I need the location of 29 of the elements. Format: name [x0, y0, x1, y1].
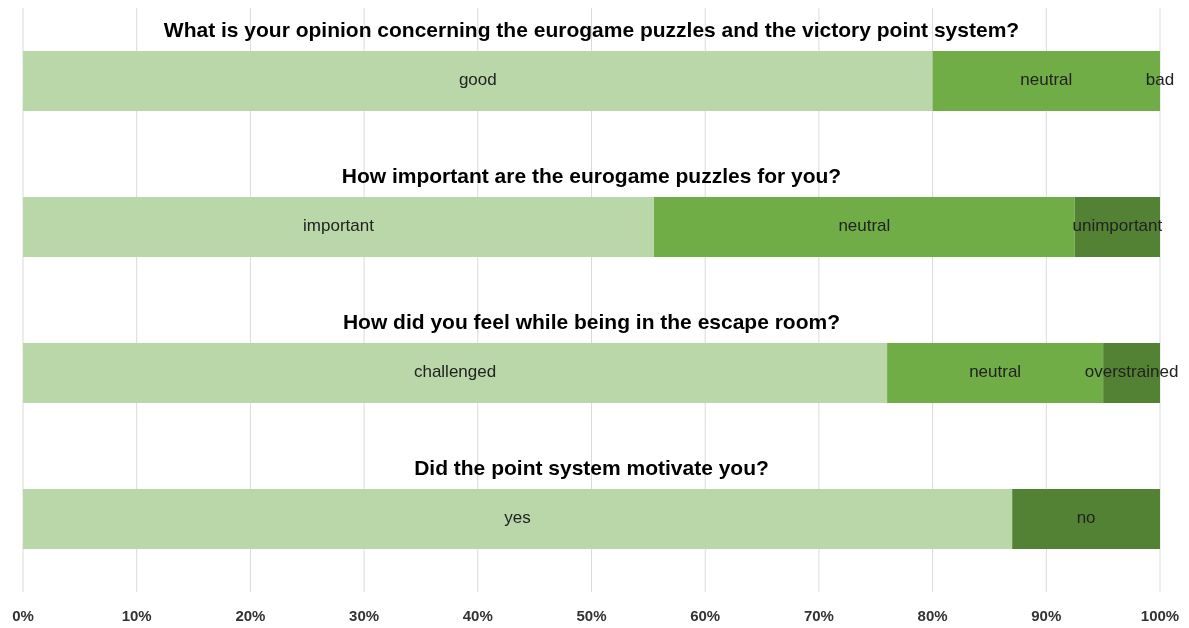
x-tick-label: 50% [576, 606, 607, 624]
y-tick-label: What is your opinion concerning the eurogame puzzles and the victory point system? [163, 17, 1020, 41]
x-tick-label: 0% [12, 606, 34, 624]
y-tick-label: Did the point system motivate you? [414, 455, 769, 479]
bar [23, 197, 655, 257]
data-label: no [1076, 508, 1096, 528]
x-tick-label: 20% [235, 606, 266, 624]
x-tick-label: 90% [1031, 606, 1062, 624]
x-tick-label: 80% [917, 606, 948, 624]
bar [1012, 489, 1160, 549]
data-label: yes [504, 508, 531, 528]
x-tick-label: 70% [803, 606, 834, 624]
data-label: challenged [413, 362, 497, 382]
y-tick-label: How did you feel while being in the escape room? [342, 309, 841, 333]
data-label: neutral [838, 216, 891, 236]
bar [23, 51, 933, 111]
bar [23, 489, 1013, 549]
x-tick-label: 10% [121, 606, 152, 624]
x-tick-label: 100% [1140, 606, 1180, 624]
data-label: important [303, 216, 375, 236]
y-tick-label: How important are the eurogame puzzles for you? [341, 163, 842, 187]
data-label: neutral [969, 362, 1022, 382]
bar [23, 343, 888, 403]
x-tick-label: 60% [690, 606, 721, 624]
bar [654, 197, 1075, 257]
x-tick-label: 30% [349, 606, 380, 624]
data-label: neutral [1020, 70, 1073, 90]
x-tick-label: 40% [462, 606, 493, 624]
data-label: good [458, 70, 497, 90]
